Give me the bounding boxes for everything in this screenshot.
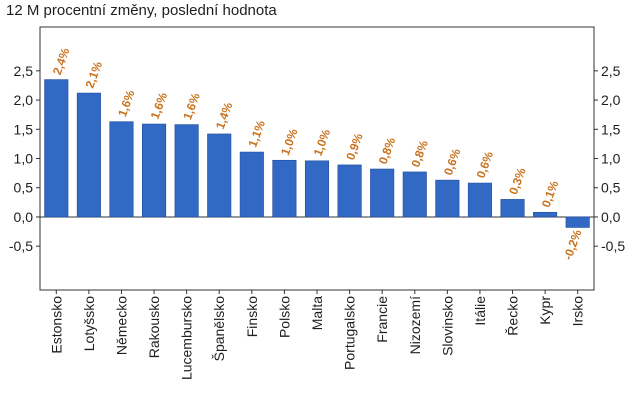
- data-label: 1,0%: [278, 126, 301, 157]
- y-tick-label-left: 0,5: [14, 180, 34, 196]
- y-tick-label-left: 1,5: [14, 121, 34, 137]
- bar: [44, 79, 69, 218]
- plot-area: -0,5 -0,5 0,0 0,0 0,5 0,5 1,0 1,0 1,5 1,5 2,0 2,0 2,…: [9, 26, 625, 380]
- y-tick-label-right: 2,5: [601, 63, 621, 79]
- category-label: Polsko: [276, 296, 292, 338]
- category-label: Kypr: [537, 296, 553, 325]
- data-label: 0,6%: [441, 146, 464, 177]
- y-tick-label-left: 0,0: [14, 209, 34, 225]
- data-label: 0,3%: [506, 166, 529, 197]
- bar: [304, 160, 330, 218]
- category-label: Irsko: [570, 296, 586, 327]
- bar: [402, 171, 427, 218]
- y-tick-label-right: 1,5: [601, 121, 621, 137]
- bar: [565, 216, 590, 228]
- bar: [467, 182, 492, 218]
- category-label: Nizozemí: [407, 296, 423, 354]
- bar: [109, 121, 134, 218]
- category-label: Německo: [113, 296, 129, 355]
- chart-title: 12 M procentní změny, poslední hodnota: [6, 2, 277, 19]
- y-tick-label-right: 0,0: [601, 209, 621, 225]
- data-label: 0,8%: [408, 138, 431, 169]
- category-label: Malta: [309, 296, 325, 330]
- data-label: 1,4%: [213, 100, 236, 131]
- category-label: Itálie: [472, 296, 488, 326]
- data-label: 0,8%: [376, 135, 399, 166]
- category-label: Slovinsko: [439, 296, 455, 356]
- category-label: Lucembursko: [179, 296, 195, 380]
- y-tick-label-left: 2,5: [14, 63, 34, 79]
- data-label: 1,6%: [115, 88, 138, 119]
- category-label: Francie: [374, 296, 390, 343]
- data-label: 1,0%: [311, 127, 334, 158]
- bar: [142, 123, 167, 218]
- bar: [76, 92, 101, 218]
- category-label: Řecko: [505, 296, 521, 336]
- bar: [239, 151, 264, 218]
- data-label: 1,6%: [180, 91, 203, 122]
- data-label: 1,6%: [148, 90, 171, 121]
- category-label: Lotyšsko: [81, 296, 97, 351]
- category-label: Estonsko: [48, 296, 64, 354]
- y-tick-label-left: 1,0: [14, 151, 34, 167]
- bar: [435, 179, 460, 218]
- category-label: Finsko: [244, 296, 260, 337]
- data-label: 0,1%: [539, 178, 562, 209]
- bar: [272, 159, 297, 218]
- y-tick-label-left: 2,0: [14, 92, 34, 108]
- category-label: Portugalsko: [342, 296, 358, 370]
- bar: [207, 133, 232, 218]
- bar: [174, 124, 199, 218]
- bar: [370, 168, 395, 218]
- y-tick-label-left: -0,5: [9, 238, 33, 254]
- bar: [533, 211, 558, 218]
- bar: [337, 164, 362, 218]
- category-label: Rakousko: [146, 296, 162, 358]
- y-tick-label-right: 0,5: [601, 180, 621, 196]
- data-label: 2,4%: [50, 46, 73, 77]
- data-label: 0,9%: [343, 131, 366, 162]
- data-label: 1,1%: [245, 118, 268, 149]
- y-tick-label-right: -0,5: [601, 238, 625, 254]
- category-label: Španělsko: [211, 296, 227, 362]
- data-label: 2,1%: [83, 59, 106, 90]
- y-tick-label-right: 1,0: [601, 151, 621, 167]
- data-label: 0,6%: [474, 149, 497, 180]
- bar: [500, 199, 525, 218]
- data-label: -0,2%: [561, 227, 585, 262]
- y-tick-label-right: 2,0: [601, 92, 621, 108]
